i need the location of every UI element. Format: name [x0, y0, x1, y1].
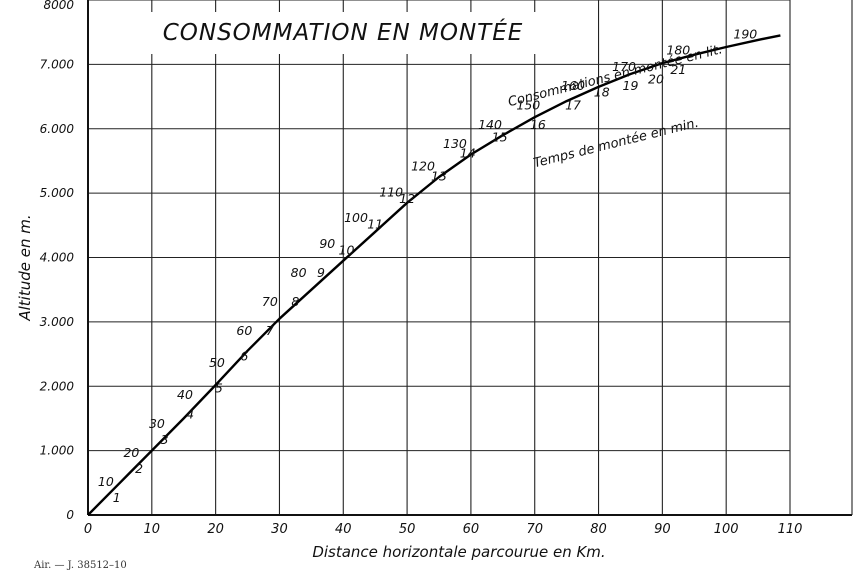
- time-mark-label: 16: [530, 117, 546, 132]
- y-tick-label: 8000: [43, 0, 74, 12]
- y-tick-label: 3.000: [40, 315, 75, 329]
- time-mark-label: 7: [266, 323, 274, 338]
- grid-lines: [87, 0, 791, 516]
- time-mark-label: 4: [186, 406, 194, 421]
- x-tick-label: 70: [526, 522, 543, 537]
- chart-title: CONSOMMATION EN MONTÉE: [162, 20, 524, 46]
- consumption-mark-label: 120: [411, 159, 435, 174]
- consumption-mark-label: 20: [123, 445, 139, 460]
- time-mark-label: 18: [594, 85, 610, 100]
- consumption-mark-label: 30: [149, 416, 165, 431]
- consumption-mark-label: 60: [236, 323, 252, 338]
- consumption-mark-label: 10: [98, 474, 114, 489]
- x-tick-label: 20: [207, 522, 224, 537]
- consumption-mark-label: 150: [516, 97, 540, 112]
- chart-title-box: CONSOMMATION EN MONTÉE: [148, 12, 538, 54]
- consumption-mark-label: 140: [478, 117, 502, 132]
- x-tick-label: 110: [778, 522, 803, 537]
- consumption-mark-label: 40: [177, 387, 193, 402]
- consumption-mark-label: 160: [561, 78, 585, 93]
- y-tick-label: 2.000: [40, 379, 75, 393]
- x-axis-label: Distance horizontale parcourue en Km.: [312, 543, 605, 561]
- x-tick-label: 30: [271, 522, 288, 537]
- y-tick-label: 4.000: [40, 251, 75, 265]
- time-mark-label: 20: [648, 72, 664, 87]
- time-mark-label: 11: [367, 217, 383, 232]
- consumption-mark-label: 90: [319, 236, 335, 251]
- consumption-mark-label: 170: [612, 59, 636, 74]
- series-line-consommation: [87, 34, 781, 516]
- y-tick-label: 7.000: [40, 57, 75, 71]
- consumption-mark-label: 190: [733, 27, 757, 42]
- time-mark-label: 8: [291, 294, 299, 309]
- consumption-mark-label: 80: [291, 265, 307, 280]
- y-tick-label: 6.000: [40, 122, 75, 136]
- time-mark-label: 5: [215, 381, 223, 396]
- time-mark-label: 14: [460, 146, 476, 161]
- print-code: Air. — J. 38512–10: [34, 560, 127, 571]
- curve-annotation: Temps de montée en min.: [532, 116, 700, 172]
- time-mark-label: 3: [161, 432, 169, 447]
- consumption-mark-label: 180: [666, 43, 690, 58]
- consumption-mark-label: 70: [262, 294, 278, 309]
- time-mark-label: 15: [492, 130, 508, 145]
- time-mark-label: 13: [431, 168, 447, 183]
- consumption-mark-label: 110: [379, 184, 403, 199]
- y-tick-label: 5.000: [40, 186, 75, 200]
- time-mark-label: 6: [240, 349, 248, 364]
- time-mark-label: 21: [670, 62, 686, 77]
- time-mark-label: 19: [623, 78, 639, 93]
- time-mark-label: 2: [135, 461, 143, 476]
- consumption-mark-label: 130: [443, 136, 467, 151]
- time-mark-label: 1: [113, 490, 121, 505]
- x-tick-label: 40: [335, 522, 352, 537]
- x-tick-label: 50: [399, 522, 416, 537]
- x-tick-label: 100: [714, 522, 739, 537]
- consumption-mark-label: 100: [344, 210, 368, 225]
- x-tick-label: 90: [654, 522, 671, 537]
- consumption-mark-label: 50: [209, 355, 225, 370]
- x-tick-label: 80: [590, 522, 607, 537]
- y-tick-label: 1.000: [40, 444, 75, 458]
- y-axis-label: Altitude en m.: [16, 214, 34, 321]
- x-tick-label: 10: [144, 522, 161, 537]
- time-mark-label: 10: [339, 242, 355, 257]
- time-mark-label: 9: [317, 265, 325, 280]
- time-mark-label: 17: [565, 97, 581, 112]
- x-tick-label: 0: [84, 522, 92, 537]
- time-mark-label: 12: [399, 191, 415, 206]
- y-tick-label: 0: [66, 508, 74, 522]
- curve-annotation: Consommations en montée en lit.: [507, 42, 724, 110]
- x-tick-label: 60: [463, 522, 480, 537]
